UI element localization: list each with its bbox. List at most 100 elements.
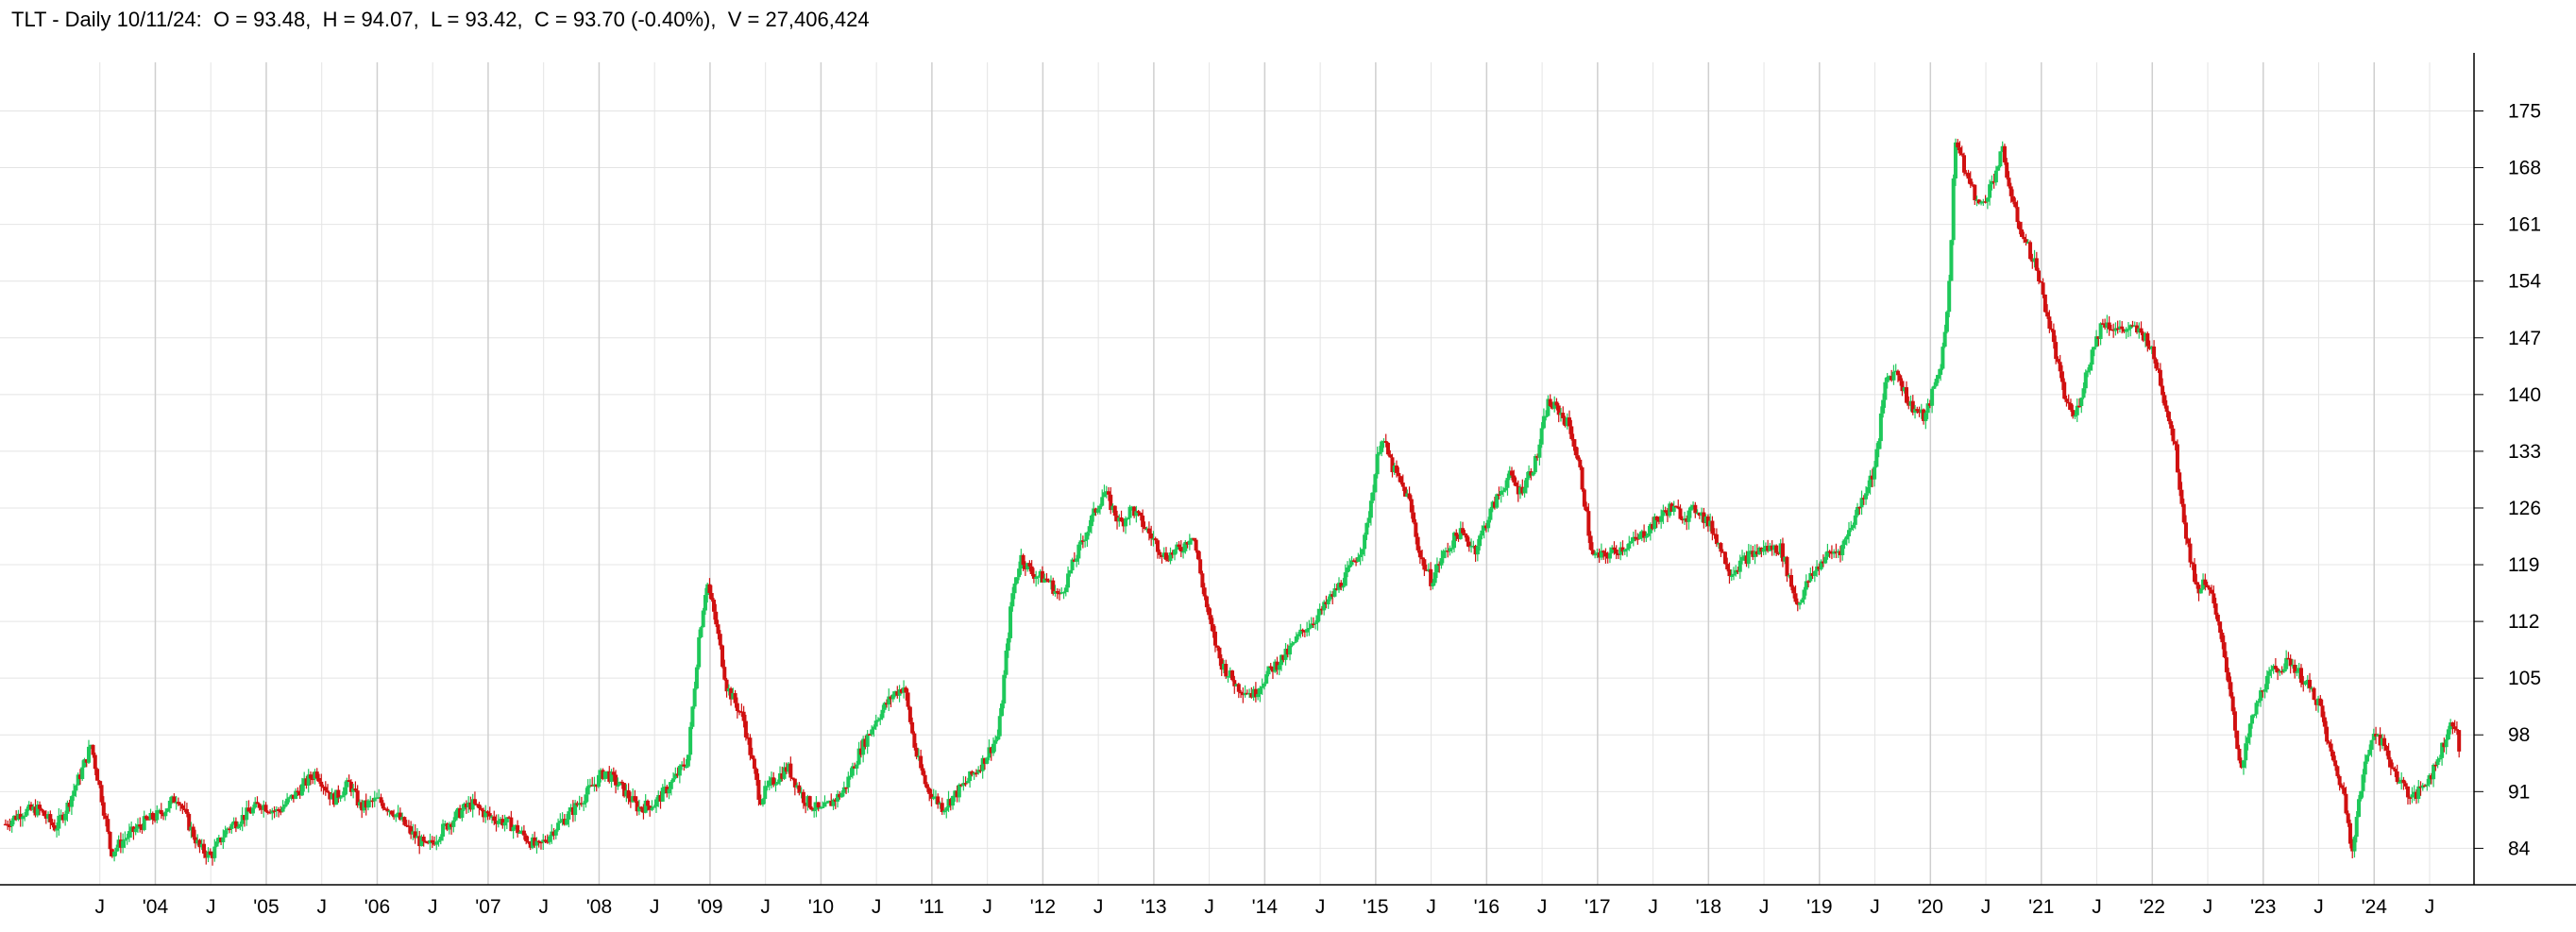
down-candle: [2442, 742, 2447, 748]
up-candle: [938, 803, 942, 805]
x-tick-label: J: [1537, 896, 1548, 918]
down-candle: [355, 790, 360, 806]
down-candle: [1588, 535, 1593, 551]
up-candle: [1482, 525, 1486, 531]
down-candle: [2196, 585, 2201, 594]
down-candle: [1900, 381, 1905, 392]
down-candle: [929, 793, 934, 799]
x-tick-label: '13: [1141, 896, 1166, 918]
down-candle: [1770, 545, 1774, 551]
down-candle: [2054, 342, 2059, 360]
down-candle: [1021, 554, 1025, 566]
down-candle: [8, 825, 12, 828]
down-candle: [2212, 593, 2216, 604]
down-candle: [1785, 556, 1789, 577]
x-tick-label: J: [316, 896, 327, 918]
up-candle: [893, 691, 898, 695]
down-candle: [291, 794, 296, 800]
up-candle: [1405, 493, 1410, 497]
down-candle: [2059, 371, 2064, 382]
up-candle: [556, 822, 561, 831]
up-candle: [760, 799, 765, 805]
up-candle: [534, 840, 539, 846]
down-candle: [1311, 623, 1315, 625]
up-candle: [1469, 545, 1474, 548]
close-value: C = 93.70 (-0.40%),: [534, 8, 717, 31]
down-candle: [1904, 387, 1908, 403]
up-candle: [299, 784, 304, 796]
high-value: H = 94.07,: [322, 8, 419, 31]
down-candle: [2279, 670, 2284, 673]
down-candle: [1576, 455, 1581, 460]
up-candle: [1452, 533, 1457, 549]
up-candle: [1309, 623, 1313, 629]
up-candle: [692, 688, 697, 707]
down-candle: [1155, 540, 1160, 552]
up-candle: [705, 584, 710, 596]
up-candle: [882, 703, 887, 710]
up-candle: [351, 788, 356, 792]
down-candle: [1793, 593, 1798, 602]
down-candle: [614, 774, 619, 786]
down-candle: [1354, 561, 1359, 563]
up-candle: [294, 790, 298, 800]
up-candle: [703, 595, 707, 611]
down-candle: [1058, 592, 1062, 595]
up-candle: [1273, 661, 1278, 672]
up-candle: [976, 770, 981, 773]
up-candle: [609, 771, 614, 782]
down-candle: [1483, 525, 1488, 529]
down-candle: [1245, 692, 1249, 695]
up-candle: [216, 838, 221, 842]
down-candle: [639, 806, 644, 809]
up-candle: [2092, 347, 2096, 350]
up-candle: [694, 667, 699, 689]
up-candle: [1127, 506, 1132, 518]
up-candle: [1546, 398, 1551, 416]
up-candle: [2090, 349, 2094, 365]
down-candle: [2193, 564, 2197, 583]
up-candle: [1686, 510, 1691, 522]
up-candle: [805, 796, 810, 806]
down-candle: [2414, 791, 2418, 800]
down-candle: [1834, 551, 1839, 553]
down-candle: [1964, 172, 1969, 175]
down-candle: [665, 787, 669, 794]
down-candle: [379, 797, 383, 804]
down-candle: [1136, 511, 1141, 514]
up-candle: [1996, 166, 2001, 171]
down-candle: [323, 787, 328, 791]
up-candle: [699, 627, 703, 637]
up-candle: [453, 811, 458, 821]
up-candle: [1631, 536, 1635, 542]
down-candle: [2335, 766, 2340, 776]
down-candle: [472, 799, 477, 805]
down-candle: [1351, 560, 1356, 562]
down-candle: [1817, 566, 1822, 569]
down-candle: [1991, 180, 1996, 183]
up-candle: [1671, 505, 1676, 513]
up-candle: [1993, 170, 1998, 183]
up-candle: [1181, 551, 1186, 553]
up-candle: [2081, 388, 2086, 398]
down-candle: [1407, 493, 1412, 500]
down-candle: [1697, 512, 1702, 517]
down-candle: [2378, 734, 2382, 746]
up-candle: [865, 734, 870, 747]
price-axis: 175 168 161 154 147 140 133 126 119 112 105 98 91 84: [2473, 53, 2541, 885]
down-candle: [590, 785, 595, 787]
down-candle: [1224, 664, 1229, 677]
down-candle: [707, 584, 712, 593]
down-candle: [959, 784, 964, 787]
up-candle: [2247, 723, 2252, 737]
up-candle: [1478, 535, 1483, 547]
up-candle: [2449, 722, 2453, 730]
up-candle: [460, 809, 465, 819]
down-candle: [838, 793, 842, 798]
down-candle: [1520, 486, 1525, 494]
down-candle: [1917, 411, 1922, 414]
up-candle: [1729, 575, 1734, 578]
up-candle: [1893, 370, 1898, 373]
up-candle: [1097, 505, 1102, 510]
x-tick-label: '08: [586, 896, 612, 918]
